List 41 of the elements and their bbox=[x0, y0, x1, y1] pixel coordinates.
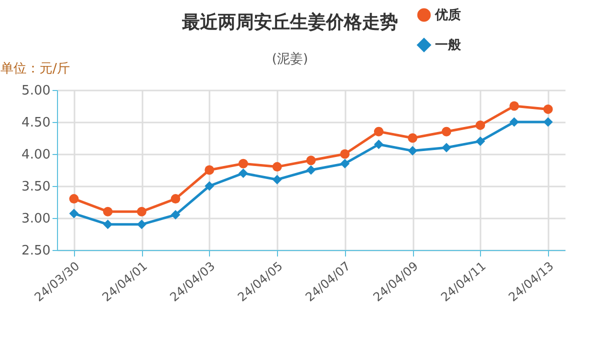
point bbox=[509, 117, 519, 127]
point bbox=[543, 104, 553, 114]
point bbox=[340, 149, 350, 159]
point bbox=[340, 158, 350, 168]
point bbox=[238, 168, 248, 178]
point bbox=[374, 140, 384, 150]
point bbox=[509, 101, 519, 111]
point bbox=[204, 181, 214, 191]
point bbox=[103, 220, 113, 230]
point bbox=[306, 165, 316, 175]
point bbox=[204, 165, 214, 175]
point bbox=[408, 133, 418, 143]
point bbox=[442, 126, 452, 136]
y-tick-label: 5.00 bbox=[22, 84, 50, 98]
y-tick-label: 2.50 bbox=[22, 244, 50, 258]
point bbox=[238, 158, 248, 168]
y-tick-label: 4.00 bbox=[22, 148, 50, 162]
point bbox=[476, 136, 486, 146]
point bbox=[170, 194, 180, 204]
point bbox=[69, 208, 79, 218]
legend-label: 优质 bbox=[434, 7, 461, 23]
chart-title: 最近两周安丘生姜价格走势 bbox=[182, 12, 398, 33]
y-axis-title: 单位：元/斤 bbox=[0, 62, 70, 76]
point bbox=[476, 120, 486, 130]
point bbox=[136, 220, 146, 230]
y-tick-label: 3.50 bbox=[22, 180, 50, 194]
point bbox=[408, 146, 418, 156]
point bbox=[136, 206, 146, 216]
point bbox=[442, 142, 452, 152]
point bbox=[543, 117, 553, 127]
chart-subtitle: (泥姜) bbox=[272, 52, 308, 67]
y-tick-label: 3.00 bbox=[22, 212, 50, 226]
point bbox=[272, 162, 282, 172]
point bbox=[306, 156, 316, 166]
point bbox=[272, 174, 282, 184]
y-tick-label: 4.50 bbox=[22, 116, 50, 130]
point bbox=[170, 210, 180, 220]
legend-label: 一般 bbox=[435, 38, 462, 53]
point bbox=[374, 126, 384, 136]
point bbox=[103, 206, 113, 216]
point bbox=[69, 194, 79, 204]
